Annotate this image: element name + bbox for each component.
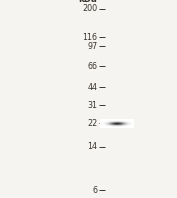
Text: 200: 200 [82, 4, 97, 13]
Text: 97: 97 [87, 42, 97, 51]
Text: 44: 44 [87, 83, 97, 92]
Text: 22: 22 [87, 119, 97, 128]
Text: kDa: kDa [79, 0, 97, 4]
Text: 116: 116 [82, 33, 97, 42]
Text: 31: 31 [87, 101, 97, 110]
Text: 14: 14 [87, 142, 97, 151]
Text: 66: 66 [87, 62, 97, 71]
Text: 6: 6 [92, 186, 97, 195]
